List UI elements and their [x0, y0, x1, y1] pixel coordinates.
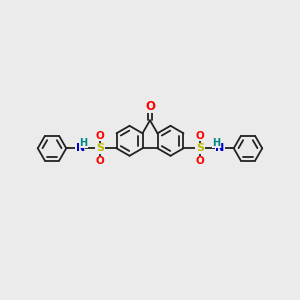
Text: O: O	[196, 156, 204, 166]
Text: N: N	[215, 143, 224, 153]
Text: O: O	[196, 130, 204, 141]
Text: O: O	[96, 156, 104, 166]
Text: S: S	[196, 143, 204, 153]
Text: O: O	[145, 100, 155, 112]
Text: H: H	[213, 138, 221, 148]
Text: S: S	[96, 143, 104, 153]
Text: H: H	[79, 138, 87, 148]
Text: N: N	[76, 143, 85, 153]
Text: O: O	[96, 130, 104, 141]
